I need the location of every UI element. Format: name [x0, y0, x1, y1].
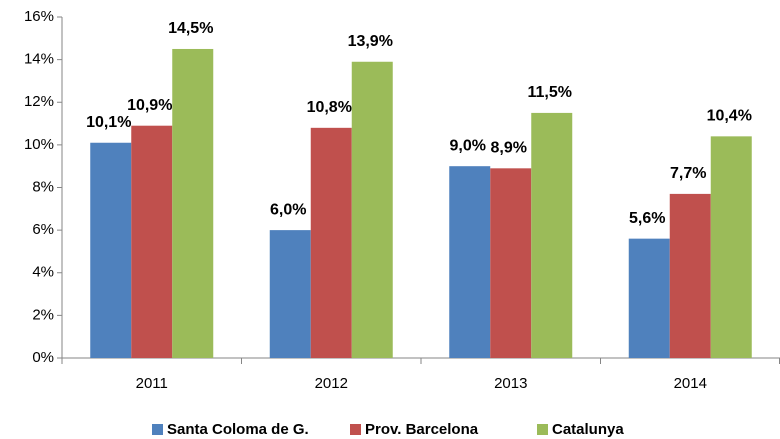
bar [628, 238, 670, 358]
bar [531, 112, 573, 358]
legend-swatch [350, 424, 361, 435]
bar [490, 168, 532, 358]
data-label: 10,4% [707, 108, 752, 125]
y-tick-label: 14% [24, 51, 54, 68]
legend-swatch [537, 424, 548, 435]
y-tick-label: 12% [24, 93, 54, 110]
data-label: 9,0% [450, 137, 486, 154]
bar [669, 193, 711, 358]
y-tick-label: 10% [24, 136, 54, 153]
x-tick-label: 2012 [315, 375, 348, 392]
y-tick-label: 16% [24, 8, 54, 25]
data-label: 10,9% [127, 97, 172, 114]
bar [90, 142, 132, 358]
legend-label: Prov. Barcelona [365, 421, 479, 438]
bar [710, 136, 752, 358]
y-tick-label: 6% [32, 221, 54, 238]
data-label: 13,9% [348, 33, 393, 50]
x-tick-label: 2013 [494, 375, 527, 392]
x-tick-label: 2011 [136, 375, 168, 392]
bar [351, 61, 393, 358]
y-tick-label: 0% [32, 349, 54, 366]
legend-swatch [152, 424, 163, 435]
data-label: 11,5% [528, 84, 572, 101]
y-tick-label: 2% [32, 306, 54, 323]
legend-label: Santa Coloma de G. [167, 421, 309, 438]
bar [310, 127, 352, 358]
bar [449, 166, 491, 358]
legend-label: Catalunya [552, 421, 624, 438]
y-tick-label: 4% [32, 264, 54, 281]
data-label: 14,5% [168, 20, 213, 37]
x-tick-label: 2014 [674, 375, 707, 392]
bar [131, 125, 173, 358]
y-tick-label: 8% [32, 178, 54, 195]
data-label: 10,8% [307, 99, 352, 116]
data-label: 8,9% [491, 140, 527, 157]
bar [172, 48, 214, 358]
data-label: 7,7% [670, 165, 706, 182]
bar [269, 230, 311, 358]
data-label: 6,0% [270, 201, 306, 218]
data-label: 5,6% [629, 210, 665, 227]
data-label: 10,1% [86, 114, 131, 131]
